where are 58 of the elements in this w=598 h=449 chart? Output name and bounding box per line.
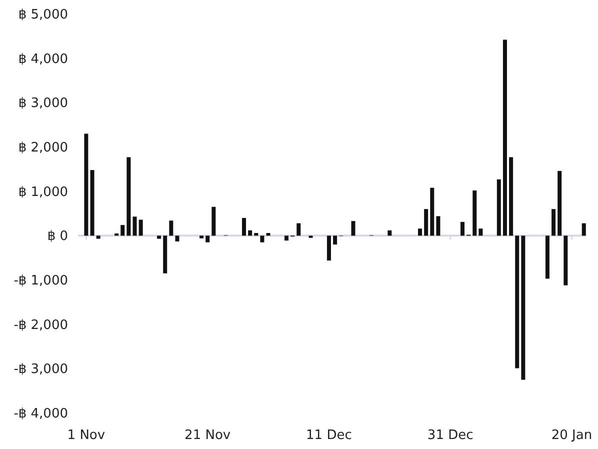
y-tick-label: -฿ 1,000 <box>14 274 68 289</box>
x-tick-label: 21 Nov <box>184 428 231 443</box>
y-tick-label: -฿ 3,000 <box>14 362 68 378</box>
bar <box>388 230 392 236</box>
bar <box>296 223 301 236</box>
bar <box>284 236 288 241</box>
bar <box>200 236 204 238</box>
bar <box>242 218 246 236</box>
y-tick-label: ฿ 4,000 <box>18 52 68 67</box>
y-tick-label: ฿ 2,000 <box>18 140 68 156</box>
bar <box>175 236 180 242</box>
bar <box>515 236 520 368</box>
bar <box>114 233 119 236</box>
bar <box>84 134 88 236</box>
bar <box>436 216 440 236</box>
bar <box>333 236 338 245</box>
x-tick-label: 11 Dec <box>306 428 352 443</box>
bar <box>545 236 550 279</box>
bar <box>418 228 422 236</box>
bar <box>564 236 568 286</box>
bar <box>478 228 483 236</box>
bar <box>138 220 143 236</box>
x-tick-label: 1 Nov <box>67 428 106 443</box>
bar <box>502 40 507 236</box>
bar <box>552 209 556 236</box>
bar <box>430 188 434 236</box>
y-tick-label: ฿ 5,000 <box>18 8 68 23</box>
bar <box>460 222 464 236</box>
bar <box>521 236 526 380</box>
bar <box>260 236 264 242</box>
bar <box>96 236 100 239</box>
bar <box>558 170 562 236</box>
bar <box>90 170 94 236</box>
bar <box>206 236 210 242</box>
bar <box>509 157 514 236</box>
bar <box>163 236 168 274</box>
bar <box>157 236 162 239</box>
bar <box>266 233 270 236</box>
bar <box>254 233 258 236</box>
bar <box>496 179 501 236</box>
bar <box>120 225 125 236</box>
bar <box>351 221 356 236</box>
bar <box>424 209 428 236</box>
bar <box>248 230 252 236</box>
bar <box>472 190 477 236</box>
bar <box>169 220 174 236</box>
y-tick-label: -฿ 4,000 <box>14 406 68 422</box>
bar <box>326 236 331 260</box>
bar <box>212 206 216 236</box>
bar <box>126 157 131 236</box>
y-tick-label: ฿ 1,000 <box>18 184 68 200</box>
bar <box>582 223 586 236</box>
x-tick-label: 31 Dec <box>427 428 474 443</box>
y-tick-label: ฿ 0 <box>47 229 68 244</box>
x-tick-label: 20 Jan <box>551 428 592 443</box>
bar <box>132 216 137 236</box>
y-tick-label: -฿ 2,000 <box>14 318 68 333</box>
y-tick-label: ฿ 3,000 <box>18 96 68 112</box>
